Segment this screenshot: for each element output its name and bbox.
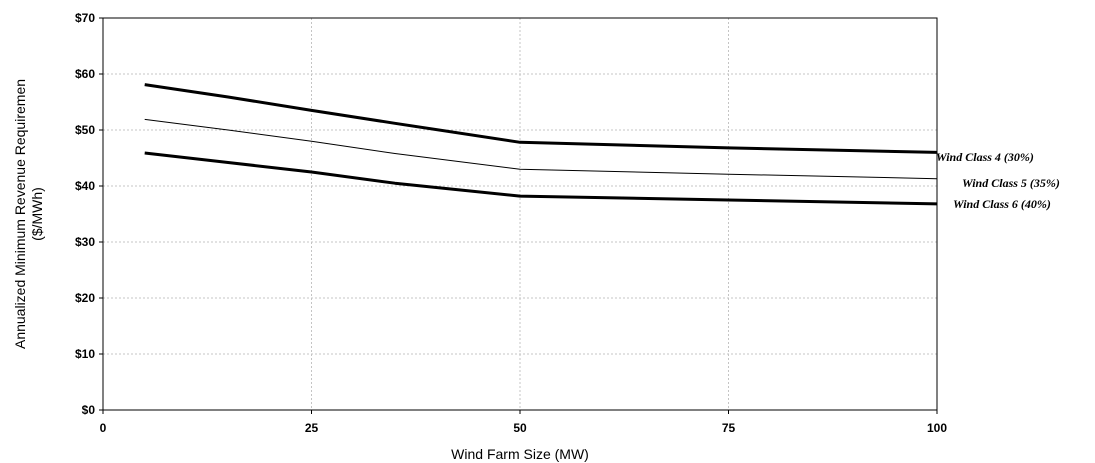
y-axis-title-line-1: Annualized Minimum Revenue Requiremen (12, 79, 28, 349)
y-axis-title: Annualized Minimum Revenue Requiremen ($… (12, 79, 45, 349)
series-line-2 (144, 118, 938, 180)
series-line-3 (144, 151, 938, 206)
y-tick-label: $50 (75, 123, 95, 137)
y-axis-title-line-2: ($/MWh) (29, 187, 45, 241)
series-label-2: Wind Class 5 (35%) (962, 176, 1060, 190)
series-lines (144, 83, 938, 206)
y-tick-label: $0 (82, 403, 96, 417)
y-tick-label: $40 (75, 179, 95, 193)
y-tick-label: $70 (75, 11, 95, 25)
x-tick-label: 25 (305, 421, 319, 435)
series-label-3: Wind Class 6 (40%) (953, 197, 1051, 211)
series-line-1 (144, 83, 938, 154)
x-axis-ticks: 0 25 50 75 100 (100, 410, 947, 435)
x-tick-label: 50 (513, 421, 527, 435)
y-tick-label: $30 (75, 235, 95, 249)
y-tick-label: $10 (75, 347, 95, 361)
y-tick-label: $20 (75, 291, 95, 305)
y-tick-label: $60 (75, 67, 95, 81)
y-axis-ticks: $0 $10 $20 $30 $40 $50 $60 $70 (75, 11, 103, 417)
grid (103, 18, 937, 410)
series-label-1: Wind Class 4 (30%) (936, 150, 1034, 164)
x-tick-label: 75 (722, 421, 736, 435)
x-tick-label: 0 (100, 421, 107, 435)
series-labels: Wind Class 4 (30%) Wind Class 5 (35%) Wind… (936, 150, 1060, 211)
x-tick-label: 100 (927, 421, 947, 435)
x-axis-title: Wind Farm Size (MW) (451, 446, 589, 462)
